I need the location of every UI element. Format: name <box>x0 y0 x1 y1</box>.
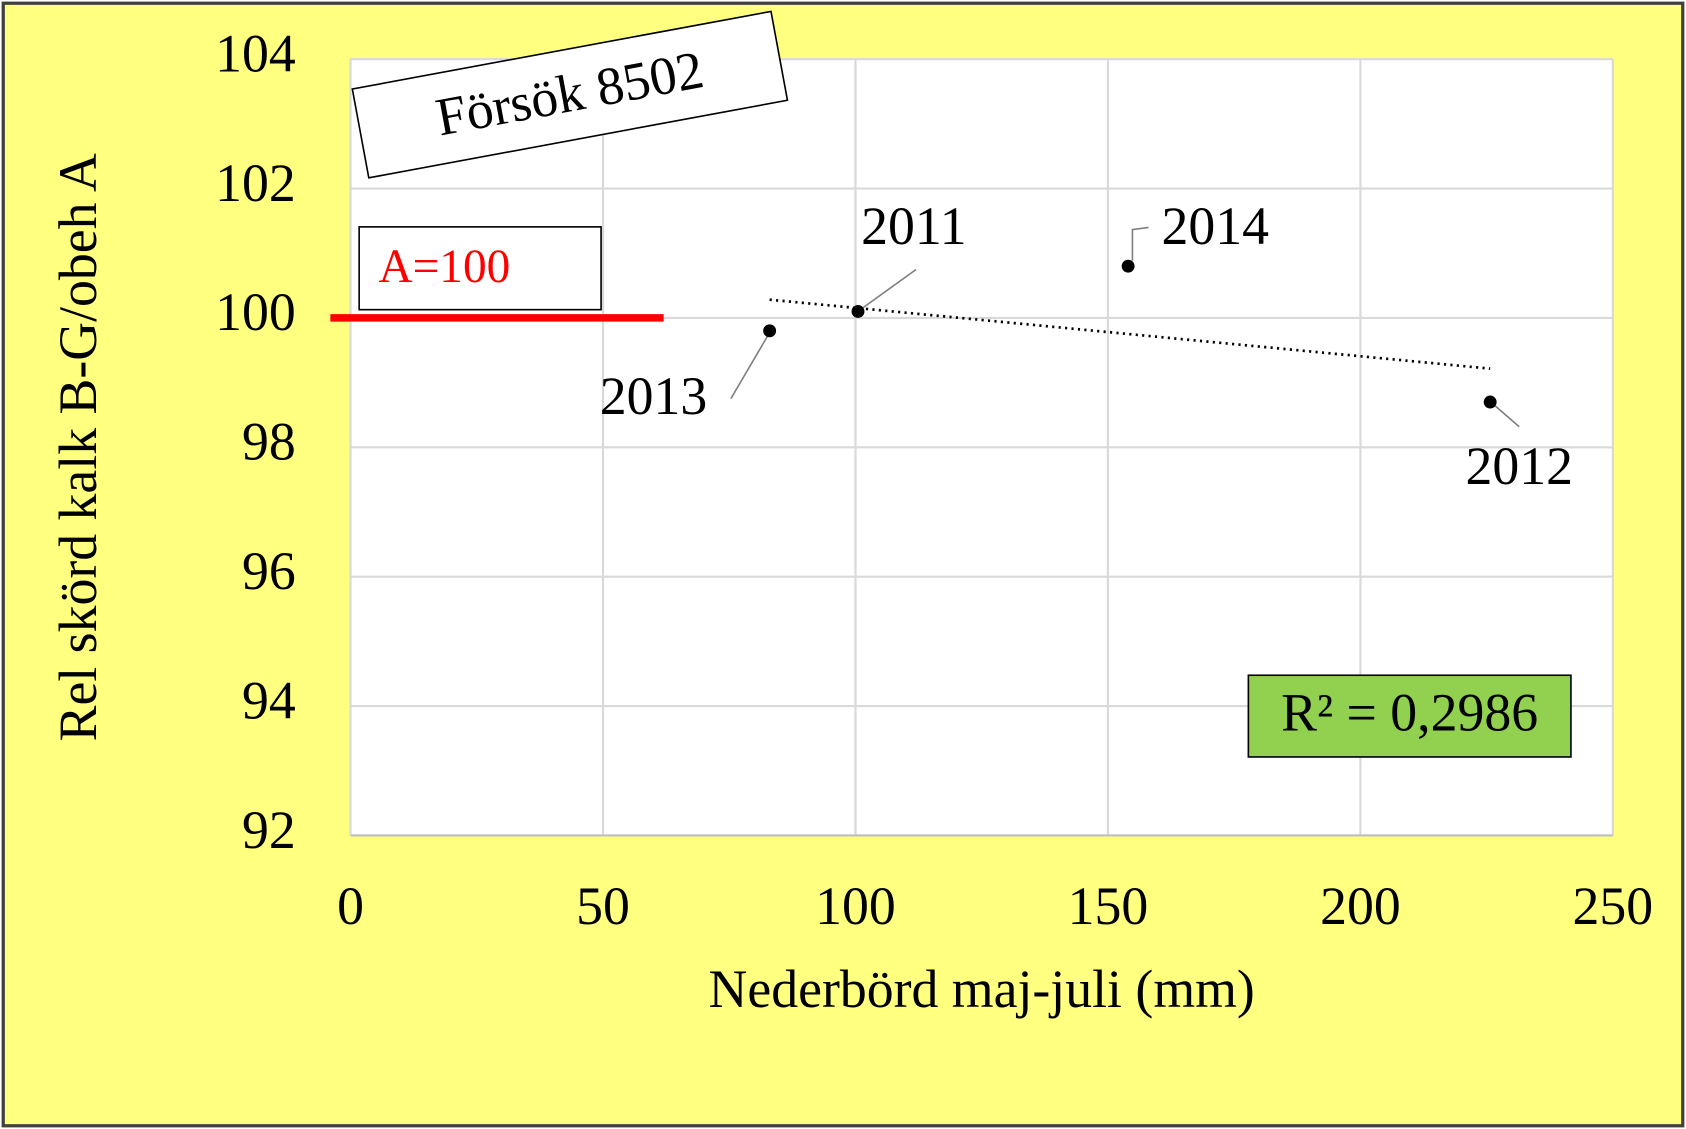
x-tick-label: 150 <box>1068 876 1149 936</box>
point <box>1121 259 1135 273</box>
point-label: 2011 <box>861 196 967 256</box>
y-tick-label: 94 <box>242 670 296 730</box>
r-squared: R² = 0,2986 <box>1281 683 1538 743</box>
label-box <box>358 226 602 311</box>
point-label: 2013 <box>600 366 708 426</box>
y-tick-label: 92 <box>242 800 296 860</box>
x-tick-label: 0 <box>337 876 364 936</box>
x-tick-label: 100 <box>815 876 896 936</box>
y-tick-label: 98 <box>242 412 296 472</box>
y-tick-label: 104 <box>215 23 296 83</box>
leader-line <box>1131 226 1149 261</box>
x-tick-label: 50 <box>576 876 630 936</box>
x-tick-label: 250 <box>1573 876 1654 936</box>
title-box: Försök 8502 <box>351 10 789 179</box>
trendline <box>769 298 1491 371</box>
point <box>763 324 777 338</box>
y-tick-label: 100 <box>215 282 296 342</box>
y-axis-title: Rel skörd kalk B-G/obeh A <box>48 153 108 741</box>
point <box>1483 395 1497 409</box>
y-tick-label: 96 <box>242 541 296 601</box>
leader-line <box>861 268 917 309</box>
y-tick-label: 102 <box>215 153 296 213</box>
point-label: 2014 <box>1161 196 1269 256</box>
leader-line <box>730 335 769 399</box>
point <box>851 304 865 318</box>
x-tick-label: 200 <box>1320 876 1401 936</box>
x-axis-title: Nederbörd maj-juli (mm) <box>709 959 1255 1019</box>
title-frame <box>351 10 789 179</box>
reference-label: A=100 <box>378 241 510 293</box>
r2-box <box>1247 674 1572 758</box>
point-label: 2012 <box>1465 436 1573 496</box>
leader-line <box>1493 404 1520 428</box>
